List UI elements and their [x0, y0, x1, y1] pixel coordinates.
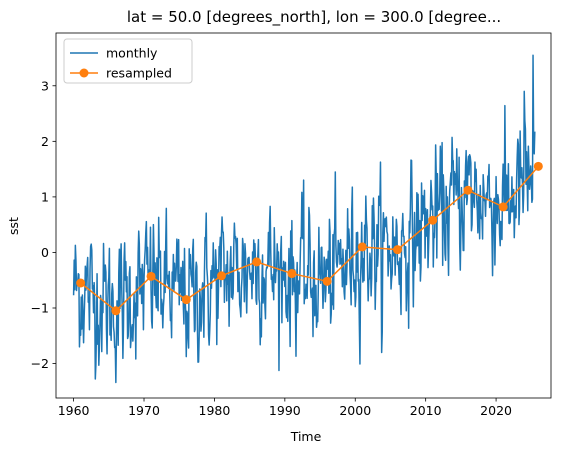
resampled-point	[146, 271, 156, 281]
x-tick-label: 1990	[269, 403, 301, 418]
legend-marker-resampled	[79, 68, 89, 78]
resampled-point	[463, 185, 473, 195]
x-tick-label: 2000	[339, 403, 371, 418]
x-axis-label: Time	[290, 429, 322, 444]
y-axis-label: sst	[6, 217, 21, 235]
y-tick-label: −1	[31, 301, 49, 316]
resampled-point	[76, 278, 86, 288]
x-tick-label: 2010	[410, 403, 442, 418]
series-line-resampled	[80, 165, 539, 312]
plot-area: 1960 1970 1980 1990 2000 2010 2020 −2 −1 0 1 2 3 mont…	[31, 32, 552, 418]
legend-label-resampled: resampled	[106, 66, 172, 81]
resampled-point	[181, 295, 191, 305]
x-tick-label: 1970	[128, 403, 160, 418]
series-line-monthly	[72, 54, 536, 384]
y-tick-label: −2	[31, 356, 49, 371]
plot-frame	[55, 32, 552, 399]
resampled-point	[533, 161, 543, 171]
y-tick-label: 3	[41, 78, 49, 93]
x-tick-label: 2020	[480, 403, 512, 418]
resampled-point	[287, 269, 297, 279]
y-tick-label: 1	[41, 189, 49, 204]
resampled-point	[216, 271, 226, 281]
resampled-point	[252, 257, 262, 267]
x-tick-label: 1960	[58, 403, 90, 418]
resampled-point	[357, 242, 367, 252]
resampled-point	[498, 202, 508, 212]
resampled-point	[322, 276, 332, 286]
resampled-point	[428, 215, 438, 225]
resampled-point	[111, 306, 121, 316]
y-tick-label: 0	[41, 245, 49, 260]
y-tick-label: 2	[41, 134, 49, 149]
x-tick-label: 1980	[199, 403, 231, 418]
legend-box	[63, 38, 193, 84]
chart-title: lat = 50.0 [degrees_north], lon = 300.0 …	[127, 8, 501, 27]
resampled-point	[393, 245, 403, 255]
legend-label-monthly: monthly	[106, 46, 158, 61]
